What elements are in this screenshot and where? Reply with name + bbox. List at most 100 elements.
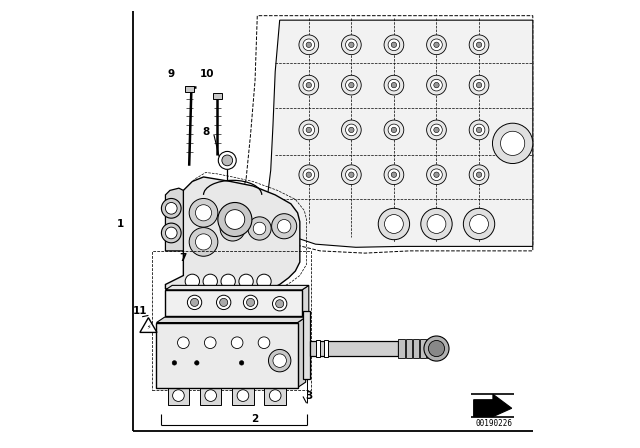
Circle shape	[203, 274, 218, 289]
Circle shape	[384, 120, 404, 140]
Circle shape	[431, 169, 442, 181]
Bar	[152, 251, 311, 390]
Text: 3: 3	[305, 392, 312, 401]
Circle shape	[388, 169, 400, 181]
Circle shape	[427, 120, 446, 140]
Circle shape	[500, 131, 525, 155]
Circle shape	[473, 39, 485, 51]
Bar	[413, 339, 419, 358]
Circle shape	[391, 42, 397, 47]
Circle shape	[273, 297, 287, 311]
Circle shape	[431, 124, 442, 136]
Circle shape	[195, 205, 212, 221]
Circle shape	[243, 295, 258, 310]
Text: 7: 7	[180, 253, 187, 263]
Circle shape	[476, 172, 482, 177]
Circle shape	[299, 75, 319, 95]
Bar	[200, 388, 221, 405]
Bar	[264, 388, 286, 405]
Polygon shape	[165, 188, 184, 251]
Circle shape	[253, 222, 266, 235]
Circle shape	[248, 217, 271, 240]
Circle shape	[473, 124, 485, 136]
Circle shape	[349, 42, 354, 47]
Circle shape	[165, 227, 177, 239]
Circle shape	[378, 208, 410, 240]
Circle shape	[427, 215, 446, 233]
Text: 1: 1	[117, 219, 124, 229]
Circle shape	[218, 151, 236, 169]
Circle shape	[384, 35, 404, 55]
Circle shape	[185, 274, 200, 289]
Circle shape	[342, 120, 361, 140]
Circle shape	[391, 172, 397, 177]
Circle shape	[470, 215, 488, 233]
Polygon shape	[266, 20, 533, 247]
Circle shape	[172, 361, 177, 365]
Circle shape	[189, 198, 218, 227]
Circle shape	[303, 124, 315, 136]
Circle shape	[216, 295, 231, 310]
Circle shape	[195, 234, 212, 250]
Circle shape	[269, 390, 281, 401]
Circle shape	[222, 155, 233, 166]
Text: 2: 2	[252, 414, 259, 424]
Circle shape	[349, 127, 354, 133]
Circle shape	[469, 120, 489, 140]
Circle shape	[188, 295, 202, 310]
Polygon shape	[303, 311, 310, 379]
Circle shape	[218, 202, 252, 237]
Text: 5: 5	[333, 347, 340, 357]
Polygon shape	[157, 317, 306, 323]
Bar	[310, 341, 397, 356]
Circle shape	[225, 210, 244, 229]
Circle shape	[384, 165, 404, 185]
Circle shape	[239, 274, 253, 289]
Circle shape	[473, 79, 485, 91]
Circle shape	[424, 336, 449, 361]
Circle shape	[204, 337, 216, 349]
Circle shape	[388, 79, 400, 91]
Polygon shape	[165, 285, 309, 290]
Text: 4: 4	[323, 347, 330, 357]
Circle shape	[388, 39, 400, 51]
Text: 00190226: 00190226	[476, 419, 513, 428]
Circle shape	[220, 216, 245, 241]
Circle shape	[385, 215, 403, 233]
Circle shape	[476, 42, 482, 47]
Circle shape	[431, 39, 442, 51]
Circle shape	[476, 82, 482, 88]
Bar	[324, 340, 328, 357]
Circle shape	[306, 42, 312, 47]
Circle shape	[342, 165, 361, 185]
Bar	[157, 323, 298, 388]
Circle shape	[421, 208, 452, 240]
Bar	[185, 86, 194, 92]
Circle shape	[463, 208, 495, 240]
Circle shape	[258, 337, 270, 349]
Circle shape	[271, 363, 275, 367]
Circle shape	[195, 361, 199, 365]
Polygon shape	[474, 394, 512, 417]
Text: 8: 8	[202, 127, 209, 137]
Circle shape	[257, 274, 271, 289]
Circle shape	[299, 35, 319, 55]
Text: 11: 11	[132, 306, 147, 316]
Circle shape	[221, 274, 236, 289]
Text: 6: 6	[342, 347, 349, 357]
Circle shape	[161, 223, 181, 243]
Circle shape	[306, 82, 312, 88]
Text: 10: 10	[200, 69, 214, 79]
Circle shape	[269, 349, 291, 372]
Bar	[427, 339, 433, 358]
Circle shape	[473, 169, 485, 181]
Circle shape	[391, 127, 397, 133]
Bar	[316, 340, 320, 357]
Circle shape	[388, 124, 400, 136]
Circle shape	[205, 390, 216, 401]
Circle shape	[342, 35, 361, 55]
Bar	[165, 290, 302, 316]
Bar	[213, 93, 222, 99]
Circle shape	[434, 82, 439, 88]
Circle shape	[384, 75, 404, 95]
